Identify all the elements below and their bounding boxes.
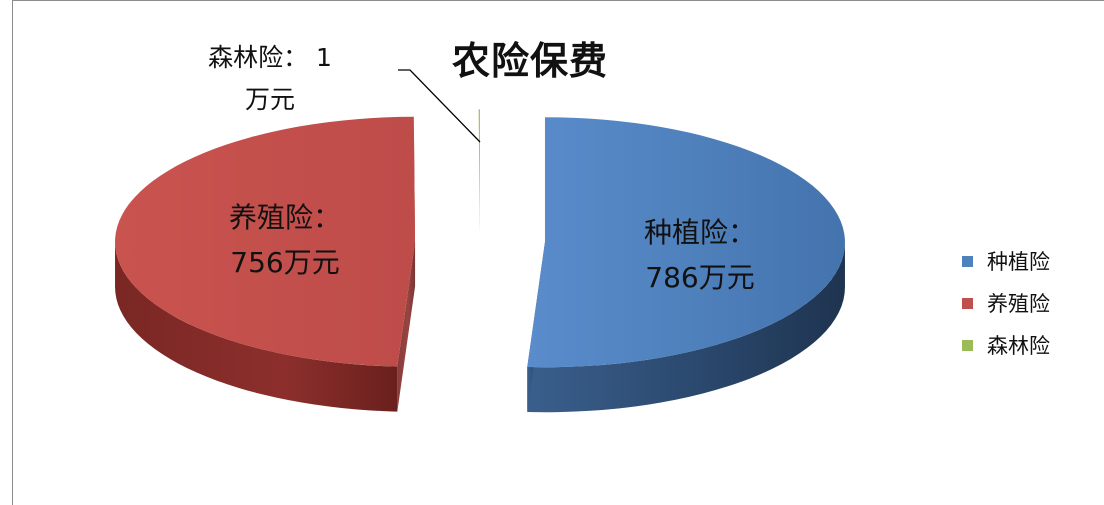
- pie-slices: [115, 109, 845, 413]
- legend-label-forest: 森林险: [987, 334, 1050, 358]
- legend-item-breeding: 养殖险: [962, 282, 1050, 324]
- data-label-planting-line2: 786万元: [645, 261, 754, 294]
- data-label-forest-line2: 万元: [245, 85, 295, 114]
- slice-forest: [478, 109, 480, 235]
- slice-breeding-cut-start: [397, 241, 416, 412]
- legend-item-forest: 森林险: [962, 324, 1050, 366]
- slice-planting-side: [527, 242, 845, 413]
- legend-key-forest: [962, 339, 973, 351]
- legend-label-planting: 种植险: [987, 250, 1050, 274]
- data-label-breeding-line2: 756万元: [230, 246, 339, 279]
- slice-labels: 种植险： 786万元 养殖险： 756万元 森林险： 1 万元: [208, 43, 756, 294]
- chart-frame: [12, 0, 1104, 505]
- slice-breeding: [115, 116, 416, 412]
- legend-key-planting: [962, 255, 973, 267]
- slice-breeding-side: [115, 241, 398, 412]
- data-label-breeding-line1: 养殖险：: [229, 201, 341, 234]
- slice-planting: [527, 117, 845, 413]
- chart-title: 农险保费: [452, 39, 609, 83]
- legend-item-planting: 种植险: [962, 240, 1050, 282]
- slice-breeding-top: [115, 116, 416, 367]
- data-label-planting-line1: 种植险：: [644, 216, 756, 249]
- slice-forest-top: [478, 109, 480, 235]
- data-label-forest-line1: 森林险： 1: [208, 43, 332, 72]
- legend-key-breeding: [962, 297, 973, 309]
- slice-planting-top: [527, 117, 845, 368]
- leader-line-forest: [398, 69, 481, 143]
- legend: 种植险 养殖险 森林险: [962, 240, 1050, 366]
- legend-label-breeding: 养殖险: [987, 292, 1050, 316]
